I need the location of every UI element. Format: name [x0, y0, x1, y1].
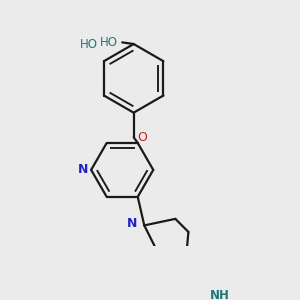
Text: N: N	[128, 217, 138, 230]
Text: N: N	[78, 164, 88, 176]
Text: HO: HO	[100, 36, 118, 49]
Text: O: O	[138, 131, 148, 144]
Text: NH: NH	[210, 289, 230, 300]
Text: HO: HO	[80, 38, 98, 50]
